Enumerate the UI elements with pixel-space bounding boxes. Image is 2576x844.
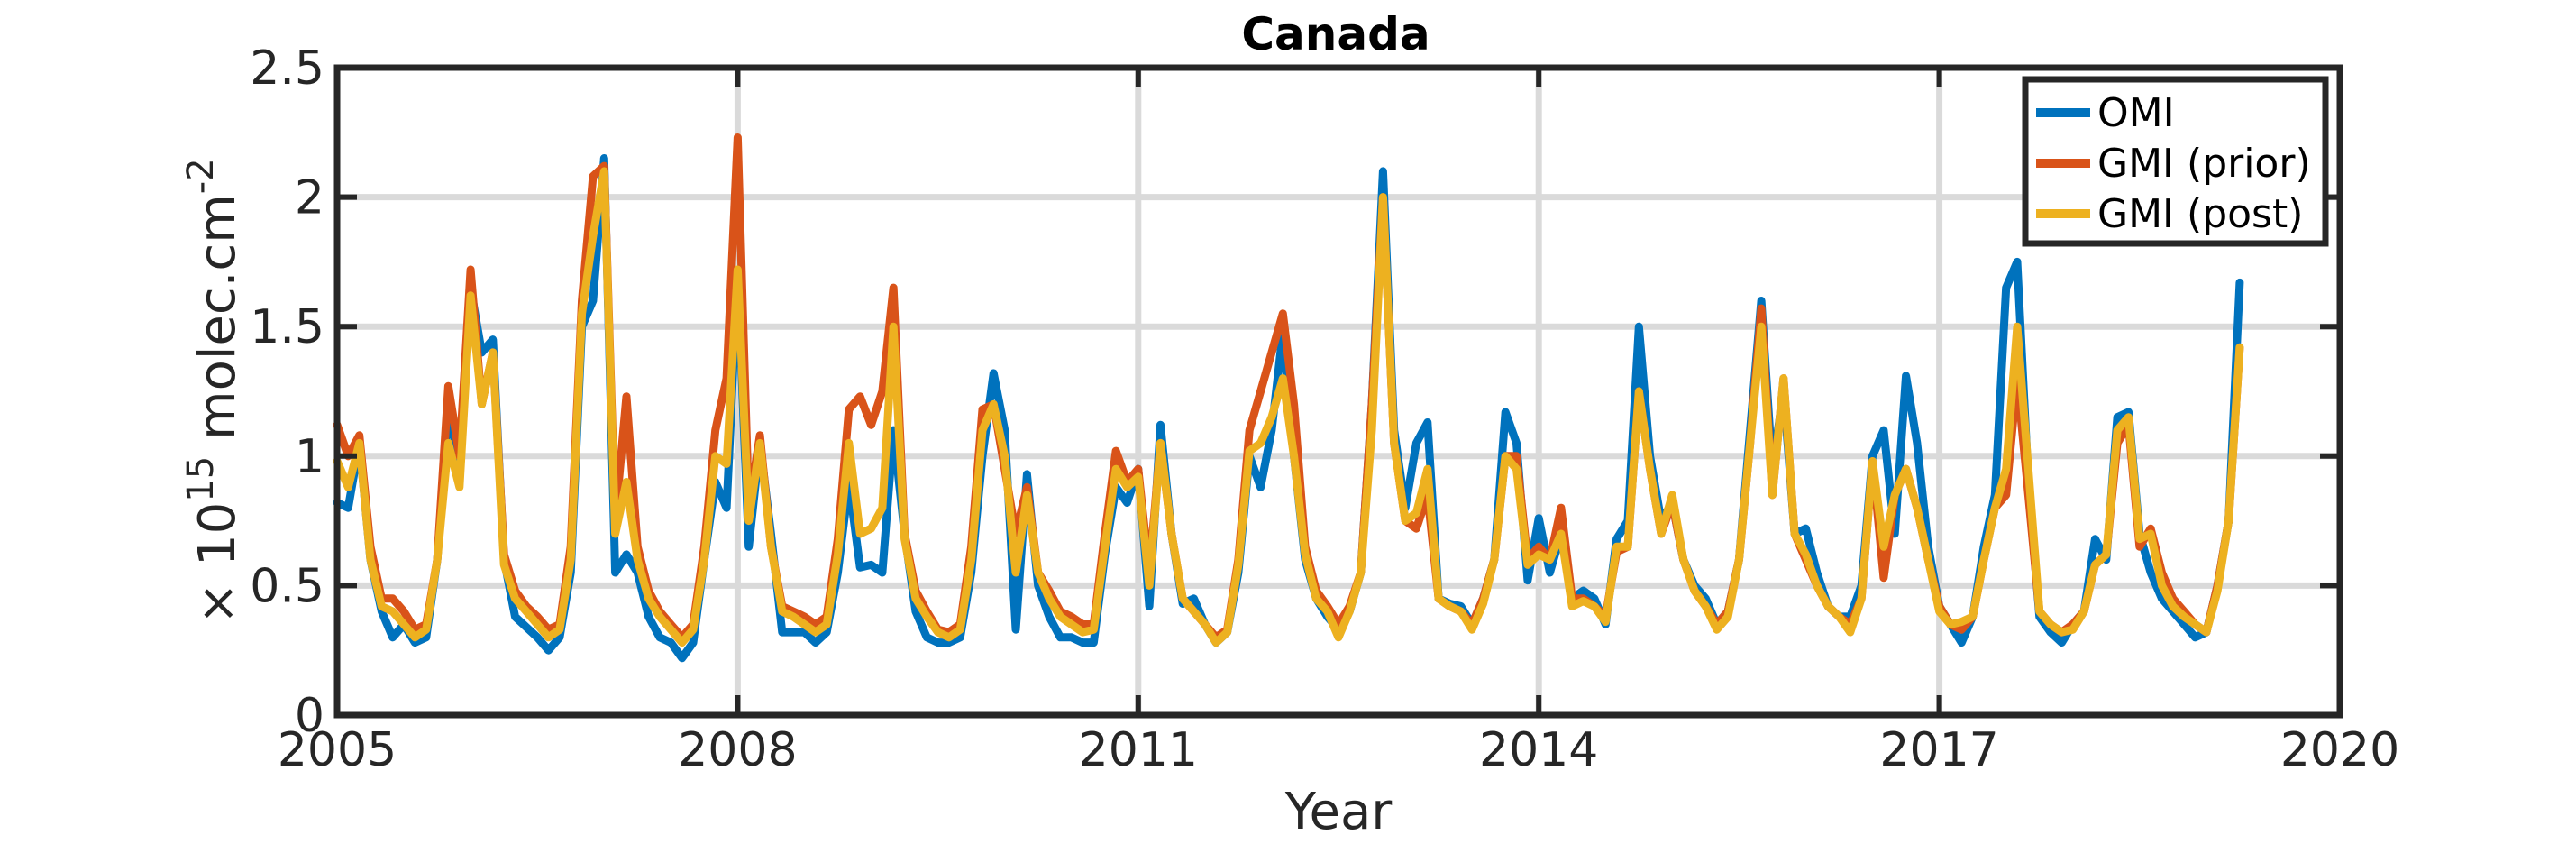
series-lines bbox=[333, 133, 2244, 663]
y-tick-label: 0 bbox=[295, 689, 324, 743]
chart-title: Canada bbox=[1241, 8, 1430, 60]
y-axis-label-prefix: × 10 bbox=[188, 502, 247, 625]
series-line bbox=[333, 167, 2244, 647]
x-axis-label: Year bbox=[1284, 783, 1393, 841]
x-axis-ticks: 2005 2008 2011 2014 2017 2020 bbox=[278, 68, 2399, 777]
x-tick-label: 2008 bbox=[678, 723, 797, 777]
x-tick-label: 2020 bbox=[2280, 723, 2399, 777]
y-axis-label-units-exponent: -2 bbox=[180, 158, 222, 194]
y-tick-label: 2.5 bbox=[250, 41, 324, 96]
y-axis-label: × 1015 molec.cm-2 bbox=[180, 158, 247, 624]
plot-area-frame bbox=[333, 64, 2343, 719]
y-tick-label: 1.5 bbox=[250, 300, 324, 354]
x-tick-label: 2005 bbox=[278, 723, 397, 777]
x-tick-label: 2017 bbox=[1879, 723, 1998, 777]
y-tick-label: 1 bbox=[295, 430, 324, 484]
y-tick-label: 2 bbox=[295, 171, 324, 225]
y-axis-label-exponent: 15 bbox=[180, 456, 222, 502]
x-tick-label: 2014 bbox=[1479, 723, 1598, 777]
legend: OMI GMI (prior)GMI (post) bbox=[2022, 76, 2329, 247]
legend-label: GMI (prior) bbox=[2097, 141, 2311, 187]
y-axis-label-units: molec.cm bbox=[188, 194, 247, 456]
legend-entries: OMI GMI (prior)GMI (post) bbox=[2036, 90, 2311, 237]
y-tick-label: 0.5 bbox=[250, 559, 324, 613]
y-axis-ticks: 0 0.5 1 1.5 2 2.5 bbox=[250, 41, 2340, 743]
legend-label: OMI bbox=[2097, 90, 2175, 136]
x-tick-label: 2011 bbox=[1079, 723, 1198, 777]
legend-label: GMI (post) bbox=[2097, 191, 2303, 237]
